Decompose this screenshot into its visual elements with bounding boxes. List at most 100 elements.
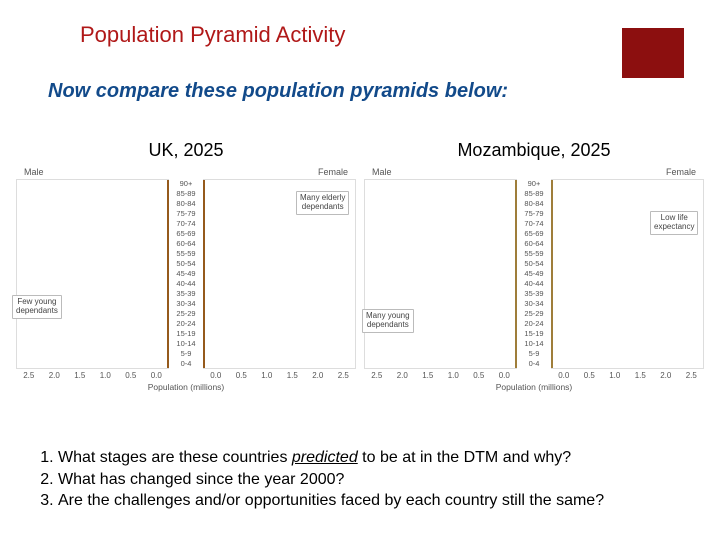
mz-age-col: 90+85-8980-8475-7970-7465-6960-6455-5950… [517,179,551,369]
mz-xaxis: 2.52.01.51.00.50.00.00.51.01.52.02.5 Pop… [364,371,704,397]
age-label: 55-59 [517,249,551,259]
bar-row [551,328,553,338]
tick: 1.5 [67,371,93,380]
bar-row [203,338,205,348]
bar-row [551,220,553,230]
tick: 0.5 [229,371,255,380]
xaxis-label: Population (millions) [16,382,356,392]
female-bar [551,318,553,328]
tick: 1.0 [441,371,467,380]
q1-text-b: to be at in the DTM and why? [358,449,571,466]
female-bar [203,220,205,230]
mz-header: Male Female [364,167,704,179]
uk-header: Male Female [16,167,356,179]
tick: 2.5 [364,371,390,380]
q1-text-a: What stages are these countries [58,449,292,466]
tick: 2.5 [16,371,42,380]
bar-row [203,299,205,309]
bar-row [551,180,553,190]
mz-female-side [551,179,704,369]
tick: 1.5 [628,371,654,380]
female-bar [551,259,553,269]
female-bar [203,318,205,328]
bar-row [551,289,553,299]
age-label: 10-14 [517,339,551,349]
bar-row [203,269,205,279]
bar-row [551,269,553,279]
tick: 2.0 [42,371,68,380]
question-3: Are the challenges and/or opportunities … [58,490,684,512]
bar-row [551,348,553,358]
bar-row [203,249,205,259]
bar-row [551,239,553,249]
tick: 2.0 [653,371,679,380]
age-label: 90+ [517,179,551,189]
female-bar [203,269,205,279]
age-label: 70-74 [517,219,551,229]
bar-row [203,358,205,368]
uk-title: UK, 2025 [16,140,356,161]
female-bar [203,338,205,348]
female-bar [203,229,205,239]
age-label: 90+ [169,179,203,189]
age-label: 75-79 [517,209,551,219]
age-label: 0-4 [517,359,551,369]
bar-row [551,309,553,319]
bar-row [203,318,205,328]
age-label: 25-29 [517,309,551,319]
annotation-box: Many youngdependants [362,309,414,333]
female-bar [203,358,205,368]
tick: 1.0 [93,371,119,380]
tick: 0.5 [118,371,144,380]
bar-row [551,210,553,220]
female-bar [203,180,205,190]
tick: 0.0 [203,371,229,380]
tick: 0.0 [551,371,577,380]
annotation-box: Few youngdependants [12,295,62,319]
age-label: 80-84 [517,199,551,209]
annotation-box: Many elderlydependants [296,191,349,215]
female-bar [551,348,553,358]
age-label: 35-39 [169,289,203,299]
questions: What stages are these countries predicte… [36,447,684,512]
age-label: 20-24 [169,319,203,329]
bar-row [551,318,553,328]
annotation-box: Low lifeexpectancy [650,211,698,235]
tick: 1.5 [280,371,306,380]
female-bar [551,279,553,289]
page-subtitle: Now compare these population pyramids be… [48,80,508,103]
uk-male-side [16,179,169,369]
female-bar [551,210,553,220]
age-label: 15-19 [169,329,203,339]
female-bar [551,229,553,239]
question-1: What stages are these countries predicte… [58,447,684,469]
age-label: 60-64 [517,239,551,249]
age-label: 20-24 [517,319,551,329]
tick: 2.0 [390,371,416,380]
female-bar [203,348,205,358]
uk-body: 90+85-8980-8475-7970-7465-6960-6455-5950… [16,179,356,369]
bar-row [551,259,553,269]
female-bar [203,309,205,319]
bar-row [203,210,205,220]
mz-male-side [364,179,517,369]
age-label: 85-89 [169,189,203,199]
female-bar [551,309,553,319]
bar-row [203,309,205,319]
age-label: 30-34 [169,299,203,309]
page-title: Population Pyramid Activity [80,22,345,48]
uk-chart: UK, 2025 Male Female 90+85-8980-8475-797… [16,140,356,397]
age-label: 55-59 [169,249,203,259]
mz-chart: Mozambique, 2025 Male Female 90+85-8980-… [364,140,704,397]
age-label: 80-84 [169,199,203,209]
female-label: Female [318,167,348,177]
bar-row [551,279,553,289]
bar-row [203,200,205,210]
tick: 0.0 [144,371,170,380]
age-label: 35-39 [517,289,551,299]
bar-row [203,279,205,289]
tick: 0.5 [466,371,492,380]
bar-row [551,229,553,239]
age-label: 10-14 [169,339,203,349]
female-bar [203,259,205,269]
